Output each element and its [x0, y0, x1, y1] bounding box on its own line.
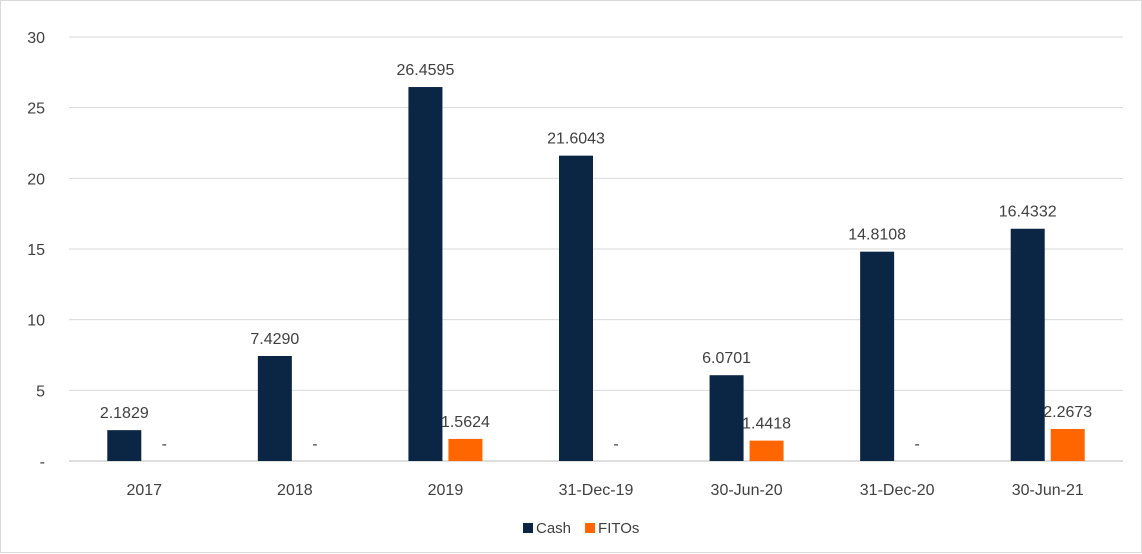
data-label-fitos: - — [312, 436, 317, 453]
y-tick-label: 15 — [27, 242, 45, 259]
data-label-cash: 14.8108 — [848, 227, 906, 244]
legend-label-fitos: FITOs — [598, 520, 639, 537]
bar-cash-4 — [709, 375, 744, 461]
y-tick-label: 20 — [27, 171, 45, 188]
bar-cash-5 — [860, 251, 895, 461]
x-tick-label: 30-Jun-21 — [1012, 482, 1084, 499]
data-label-cash: 7.4290 — [250, 331, 299, 348]
x-tick-label: 31-Dec-20 — [860, 482, 935, 499]
legend-swatch-fitos — [585, 523, 596, 533]
x-tick-label: 31-Dec-19 — [559, 482, 634, 499]
x-tick-label: 2017 — [126, 482, 162, 499]
bar-cash-3 — [559, 155, 593, 461]
data-label-cash: 21.6043 — [547, 131, 605, 148]
bar-cash-2 — [408, 87, 443, 462]
bar-fitos-4 — [749, 440, 784, 461]
data-label-fitos: - — [613, 436, 618, 453]
y-tick-label: 30 — [27, 30, 45, 47]
bar-fitos-2 — [448, 438, 483, 461]
legend-swatch-cash — [523, 523, 533, 533]
y-tick-label: - — [40, 454, 45, 471]
x-tick-label: 2018 — [277, 482, 313, 499]
data-label-cash: 26.4595 — [397, 62, 455, 79]
data-label-fitos: - — [914, 436, 919, 453]
data-label-cash: 2.1829 — [100, 405, 149, 422]
y-tick-label: 25 — [27, 101, 45, 118]
data-label-fitos: 2.2673 — [1043, 404, 1092, 421]
data-label-cash: 6.0701 — [702, 350, 751, 367]
data-label-fitos: - — [162, 436, 167, 453]
data-label-cash: 16.4332 — [999, 204, 1057, 221]
data-label-fitos: 1.4418 — [742, 416, 791, 433]
bar-cash-1 — [257, 356, 292, 461]
x-tick-label: 30-Jun-20 — [711, 482, 783, 499]
y-tick-label: 10 — [27, 313, 45, 330]
data-label-fitos: 1.5624 — [441, 414, 490, 431]
bar-fitos-6 — [1050, 428, 1085, 461]
legend-label-cash: Cash — [536, 520, 571, 537]
x-tick-label: 2019 — [428, 482, 464, 499]
y-tick-label: 5 — [36, 383, 45, 400]
bar-cash-0 — [107, 430, 142, 461]
bar-cash-6 — [1010, 228, 1045, 461]
